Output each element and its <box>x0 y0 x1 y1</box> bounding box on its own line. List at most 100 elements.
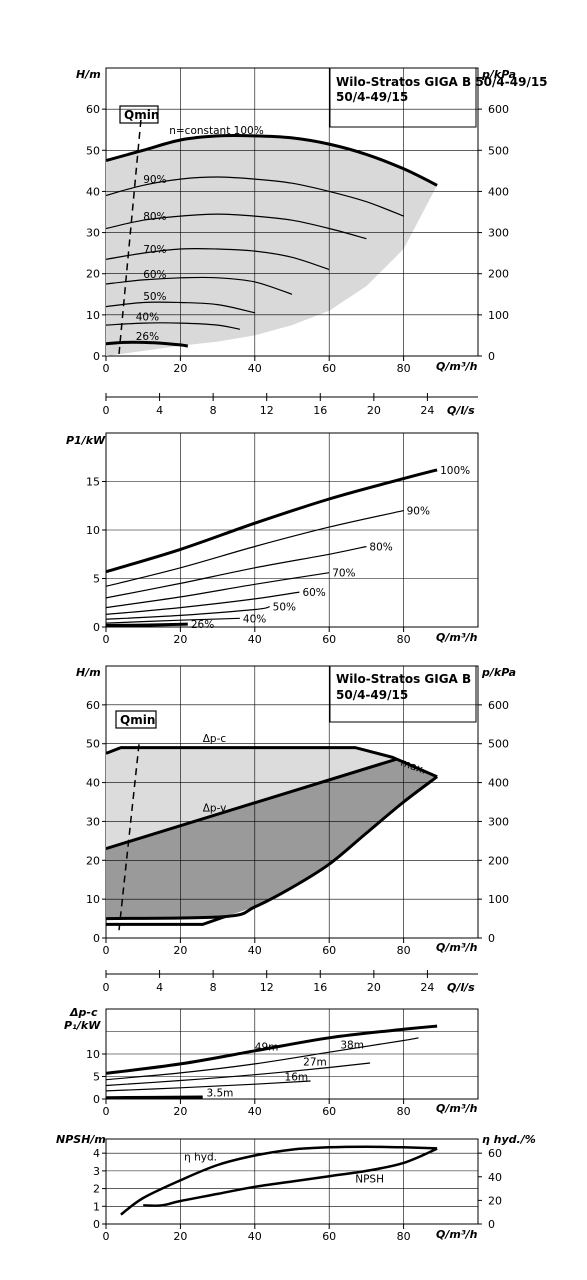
panel3-y2label: p/kPa <box>481 666 516 679</box>
panel1-y2tick-4: 400 <box>488 185 509 198</box>
panel2-ytick-1: 5 <box>93 573 100 586</box>
panel2-curve-label-1: 90% <box>407 506 430 518</box>
panel1-ytick-2: 20 <box>86 268 100 281</box>
panel1-xtick-3: 60 <box>322 362 336 375</box>
panel3-title-line2: 50/4-49/15 <box>336 688 408 702</box>
panel2-ytick-3: 15 <box>86 476 100 489</box>
panel3-ls-tick-5: 20 <box>367 981 381 994</box>
panel3-y2tick-0: 0 <box>488 932 495 945</box>
panel3-y2tick-6: 600 <box>488 699 509 712</box>
panel3-ytick-5: 50 <box>86 738 100 751</box>
panel4-xtick-2: 40 <box>248 1105 262 1118</box>
panel5-ylabel: NPSH/m <box>56 1133 106 1146</box>
panel5-y2tick-1: 20 <box>488 1194 502 1207</box>
panel1-ls-tick-2: 8 <box>210 404 217 417</box>
panel1-ls-tick-5: 20 <box>367 404 381 417</box>
panel3-xtick-1: 20 <box>173 944 187 957</box>
panel5-xtick-0: 0 <box>103 1230 110 1243</box>
panel5-xlabel: Q/m³/h <box>436 1228 478 1241</box>
panel2-ylabel: P1/kW <box>66 434 106 447</box>
panel1-curve-label-7: 26% <box>136 331 159 343</box>
panel2-xtick-2: 40 <box>248 633 262 646</box>
panel3-x2label: Q/l/s <box>447 981 475 994</box>
panel1-y2tick-3: 300 <box>488 227 509 240</box>
panel1-y2tick-6: 600 <box>488 103 509 116</box>
panel3-y2tick-2: 200 <box>488 854 509 867</box>
panel4-ytick-0: 0 <box>93 1093 100 1106</box>
panel4-xtick-0: 0 <box>103 1105 110 1118</box>
panel4-curve-label-3: 16m <box>285 1072 309 1084</box>
panel1-curve-label-2: 80% <box>143 211 166 223</box>
panel3-ytick-4: 40 <box>86 777 100 790</box>
panel4-xtick-1: 20 <box>173 1105 187 1118</box>
panel4-ylabel-2: P₁/kW <box>64 1019 101 1032</box>
panel3-xlabel: Q/m³/h <box>436 941 478 954</box>
panel4-ytick-2: 10 <box>86 1048 100 1061</box>
panel4-xtick-3: 60 <box>322 1105 336 1118</box>
panel3-y2tick-5: 500 <box>488 738 509 751</box>
panel3-ls-tick-4: 16 <box>313 981 327 994</box>
panel1-xtick-2: 40 <box>248 362 262 375</box>
panel3-ytick-1: 10 <box>86 893 100 906</box>
panel3-ls-tick-6: 24 <box>420 981 434 994</box>
panel3-ytick-2: 20 <box>86 854 100 867</box>
panel2-curve-label-6: 40% <box>243 613 266 625</box>
panel4-ylabel-1: Δp-c <box>69 1006 98 1019</box>
panel2-ytick-2: 10 <box>86 524 100 537</box>
panel1-ls-tick-4: 16 <box>313 404 327 417</box>
panel2-xlabel: Q/m³/h <box>436 631 478 644</box>
panel1-curve-label-5: 50% <box>143 291 166 303</box>
panel1-xlabel: Q/m³/h <box>436 360 478 373</box>
panel4-curve-label-4: 3.5m <box>206 1087 233 1099</box>
panel4-curve-label-2: 27m <box>303 1057 327 1069</box>
panel3-annotation-0: Δp-c <box>203 733 227 745</box>
panel3-ytick-3: 30 <box>86 815 100 828</box>
panel5-y2tick-0: 0 <box>488 1218 495 1231</box>
panel3-xtick-2: 40 <box>248 944 262 957</box>
panel1-curve-label-3: 70% <box>143 244 166 256</box>
panel3-ls-tick-3: 12 <box>260 981 274 994</box>
panel3-ls-tick-0: 0 <box>103 981 110 994</box>
panel3-xtick-0: 0 <box>103 944 110 957</box>
panel2-ytick-0: 0 <box>93 621 100 634</box>
panel1-xtick-4: 80 <box>397 362 411 375</box>
panel1-ls-tick-3: 12 <box>260 404 274 417</box>
panel3-y2tick-4: 400 <box>488 777 509 790</box>
panel1-ls-tick-0: 0 <box>103 404 110 417</box>
panel2-curve-label-7: 26% <box>191 619 214 631</box>
panel2-curve-label-2: 80% <box>369 541 392 553</box>
panel3-xtick-4: 80 <box>397 944 411 957</box>
panel4-curve-label-0: 49m <box>255 1041 279 1053</box>
panel5-curve-label-1: NPSH <box>355 1173 384 1185</box>
panel1-y2tick-2: 200 <box>488 268 509 281</box>
panel3-ls-tick-2: 8 <box>210 981 217 994</box>
panel1-curve-label-0: n=constant 100% <box>169 125 263 137</box>
panel3-ylabel: H/m <box>76 666 101 679</box>
panel2-xtick-3: 60 <box>322 633 336 646</box>
panel1-ytick-4: 40 <box>86 185 100 198</box>
panel5-y2tick-3: 60 <box>488 1147 502 1160</box>
panel3-ytick-6: 60 <box>86 699 100 712</box>
panel3-xtick-3: 60 <box>322 944 336 957</box>
panel1-ytick-3: 30 <box>86 227 100 240</box>
panel1-ls-tick-6: 24 <box>420 404 434 417</box>
panel5-y2tick-2: 40 <box>488 1171 502 1184</box>
panel3-ytick-0: 0 <box>93 932 100 945</box>
panel4-xtick-4: 80 <box>397 1105 411 1118</box>
panel5-curve-label-0: η hyd. <box>184 1151 217 1163</box>
panel5-ytick-2: 2 <box>93 1183 100 1196</box>
panel4-ytick-1: 5 <box>93 1071 100 1084</box>
panel2-curve-label-5: 50% <box>273 602 296 614</box>
panel2-curve-label-3: 70% <box>332 568 355 580</box>
panel3-y2tick-1: 100 <box>488 893 509 906</box>
panel5-xtick-3: 60 <box>322 1230 336 1243</box>
panel5-xtick-1: 20 <box>173 1230 187 1243</box>
panel1-curve-label-6: 40% <box>136 312 159 324</box>
panel1-y2tick-1: 100 <box>488 309 509 322</box>
panel1-curve-label-1: 90% <box>143 174 166 186</box>
panel1-ytick-0: 0 <box>93 350 100 363</box>
panel4-xlabel: Q/m³/h <box>436 1102 478 1115</box>
panel4-curve-label-1: 38m <box>340 1040 364 1052</box>
panel1-qmin-label: Qmin <box>124 108 159 122</box>
panel2-xtick-4: 80 <box>397 633 411 646</box>
